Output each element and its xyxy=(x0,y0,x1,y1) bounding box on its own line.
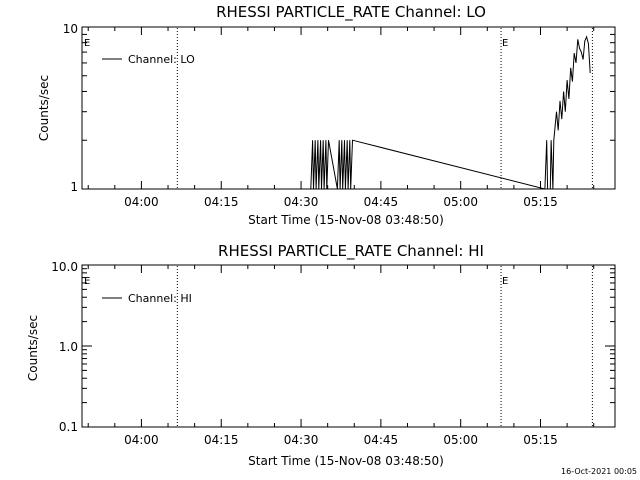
x-tick-label: 05:15 xyxy=(523,433,558,447)
x-tick-label: 05:00 xyxy=(443,195,478,209)
chart-lo-y-tick-label: 1 xyxy=(70,180,78,194)
x-tick-label: 04:45 xyxy=(364,433,399,447)
chart-lo-y-tick-label: 10 xyxy=(63,22,78,36)
chart-hi-y-tick-label: 10.0 xyxy=(51,260,78,274)
chart-lo-y-axis-label: Counts/sec xyxy=(37,75,51,141)
chart-lo-title: RHESSI PARTICLE_RATE Channel: LO xyxy=(216,3,486,22)
chart-hi-plot-frame xyxy=(81,264,616,428)
x-tick-label: 04:00 xyxy=(124,195,159,209)
x-tick-label: 04:45 xyxy=(364,195,399,209)
chart-hi-y-tick-label: 0.1 xyxy=(59,420,78,434)
event-flag-label: E xyxy=(84,276,90,287)
footer-timestamp: 16-Oct-2021 00:05 xyxy=(561,467,637,476)
x-tick-label: 05:00 xyxy=(443,433,478,447)
chart-hi-y-axis-label: Counts/sec xyxy=(26,315,40,381)
chart-lo: RHESSI PARTICLE_RATE Channel: LO 04:00 04… xyxy=(37,3,616,227)
chart-hi: RHESSI PARTICLE_RATE Channel: HI 04:00 04… xyxy=(26,242,616,468)
chart-lo-y-ticks: 1 10 xyxy=(63,22,615,194)
chart-hi-legend-label: Channel: HI xyxy=(128,292,192,305)
chart-hi-y-tick-label: 1.0 xyxy=(59,340,78,354)
x-tick-label: 04:30 xyxy=(284,195,319,209)
event-flag-label: E xyxy=(502,38,508,49)
x-tick-label: 04:30 xyxy=(284,433,319,447)
chart-hi-x-ticks: 04:00 04:15 04:30 04:45 05:00 05:15 xyxy=(87,265,595,447)
chart-hi-legend: Channel: HI xyxy=(102,292,192,305)
x-tick-label: 04:15 xyxy=(204,433,239,447)
x-tick-label: 04:15 xyxy=(204,195,239,209)
chart-lo-series-line xyxy=(310,35,591,190)
x-tick-label: 04:00 xyxy=(124,433,159,447)
chart-hi-title: RHESSI PARTICLE_RATE Channel: HI xyxy=(218,242,484,261)
chart-lo-legend-label: Channel: LO xyxy=(128,53,195,66)
chart-hi-x-axis-label: Start Time (15-Nov-08 03:48:50) xyxy=(248,454,444,468)
event-flag-label: E xyxy=(84,38,90,49)
event-flag-label: E xyxy=(502,276,508,287)
chart-lo-x-ticks: 04:00 04:15 04:30 04:45 05:00 05:15 xyxy=(87,27,595,209)
chart-hi-y-ticks: 0.1 1.0 10.0 xyxy=(51,260,615,434)
chart-lo-legend: Channel: LO xyxy=(102,53,195,66)
chart-lo-x-axis-label: Start Time (15-Nov-08 03:48:50) xyxy=(248,213,444,227)
x-tick-label: 05:15 xyxy=(523,195,558,209)
